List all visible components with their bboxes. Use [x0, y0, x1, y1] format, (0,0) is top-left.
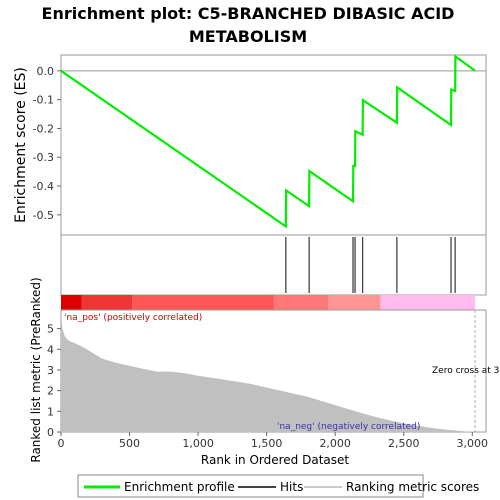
hits-panel [60, 234, 487, 296]
ranking-metric-area [61, 312, 475, 432]
metric-y-axis-label: Ranked list metric (PreRanked) [29, 277, 43, 462]
legend-label-ranking: Ranking metric scores [346, 480, 479, 494]
x-axis-ticks: 0 500 1,000 1,500 2,000 2,500 3,000 [58, 432, 489, 450]
metric-tick-label: 5 [47, 323, 54, 336]
annotation-negative: 'na_neg' (negatively correlated) [277, 422, 420, 432]
color-bar-segment [328, 295, 381, 310]
x-axis-label: Rank in Ordered Dataset [201, 453, 349, 467]
es-tick-label: -0.5 [33, 209, 54, 222]
chart-title-line2: METABOLISM [189, 27, 307, 46]
chart-title-line1: Enrichment plot: C5-BRANCHED DIBASIC ACI… [42, 4, 455, 23]
x-tick-label: 1,000 [182, 437, 214, 450]
metric-tick-label: 4 [47, 343, 54, 356]
x-tick-label: 0 [58, 437, 65, 450]
es-tick-label: -0.1 [33, 94, 54, 107]
metric-tick-label: 2 [47, 385, 54, 398]
es-y-axis-label: Enrichment score (ES) [13, 67, 29, 223]
x-tick-label: 500 [119, 437, 140, 450]
metric-tick-label: 3 [47, 364, 54, 377]
hit-markers [285, 237, 456, 293]
es-tick-label: -0.2 [33, 122, 54, 135]
es-tick-label: -0.4 [33, 180, 54, 193]
annotation-positive: 'na_pos' (positively correlated) [64, 313, 202, 323]
x-tick-label: 2,000 [319, 437, 351, 450]
es-tick-label: 0.0 [37, 65, 55, 78]
es-axis-ticks: 0.0 -0.1 -0.2 -0.3 -0.4 -0.5 [33, 65, 61, 222]
metric-tick-label: 1 [47, 405, 54, 418]
color-bar-segment [380, 295, 476, 310]
es-panel [60, 54, 487, 236]
color-bar-segment [132, 295, 274, 310]
legend-label-hits: Hits [280, 480, 303, 494]
enrichment-profile-line [60, 54, 476, 229]
color-bar-segment [273, 295, 329, 310]
color-bar-segment [61, 295, 82, 310]
rank-color-bar [61, 295, 476, 310]
es-tick-label: -0.3 [33, 151, 54, 164]
legend-label-enrichment: Enrichment profile [124, 480, 235, 494]
metric-tick-label: 0 [47, 426, 54, 439]
x-tick-label: 1,500 [251, 437, 283, 450]
x-tick-label: 2,500 [388, 437, 420, 450]
annotation-zero-cross: Zero cross at 3 [432, 366, 499, 376]
metric-axis-ticks: 0 1 2 3 4 5 [47, 323, 61, 439]
color-bar-segment [81, 295, 133, 310]
x-tick-label: 3,000 [457, 437, 489, 450]
